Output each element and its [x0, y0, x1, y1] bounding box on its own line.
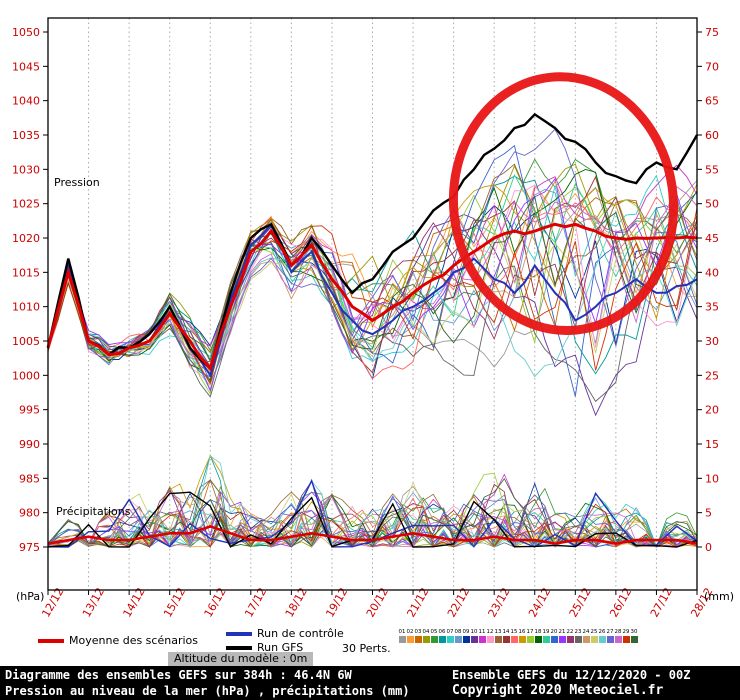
svg-text:20: 20: [705, 404, 719, 417]
svg-text:1030: 1030: [12, 163, 40, 176]
svg-text:980: 980: [19, 507, 40, 520]
pert-swatch: 04: [422, 628, 430, 643]
pert-swatch: 23: [574, 628, 582, 643]
svg-text:1045: 1045: [12, 60, 40, 73]
pert-swatch: 10: [470, 628, 478, 643]
hpa-unit-label: (hPa): [16, 590, 45, 603]
pert-swatch: 03: [414, 628, 422, 643]
footer-subtitle: Pression au niveau de la mer (hPa) , pré…: [5, 684, 410, 698]
svg-text:30: 30: [705, 335, 719, 348]
pert-swatch: 02: [406, 628, 414, 643]
svg-text:65: 65: [705, 95, 719, 108]
svg-text:35: 35: [705, 301, 719, 314]
svg-text:70: 70: [705, 60, 719, 73]
pert-swatch: 21: [558, 628, 566, 643]
gfs-run-line: [46, 112, 699, 371]
pert-swatch: 26: [598, 628, 606, 643]
pert-swatch: 28: [614, 628, 622, 643]
pert-swatch: 07: [446, 628, 454, 643]
svg-text:25: 25: [705, 369, 719, 382]
svg-text:1035: 1035: [12, 129, 40, 142]
svg-text:985: 985: [19, 472, 40, 485]
svg-text:45: 45: [705, 232, 719, 245]
ensemble-chart: 9759809859909951000100510101015102010251…: [12, 17, 719, 620]
legend-control: Run de contrôle: [226, 627, 344, 640]
pert-swatch: 14: [502, 628, 510, 643]
svg-text:1040: 1040: [12, 95, 40, 108]
pert-swatch: 22: [566, 628, 574, 643]
svg-text:0: 0: [705, 541, 712, 554]
pert-swatch: 19: [542, 628, 550, 643]
svg-text:1050: 1050: [12, 26, 40, 39]
plot-frame: [47, 17, 698, 591]
member-pressure-lines: [47, 128, 698, 417]
legend-control-label: Run de contrôle: [257, 627, 344, 640]
pert-swatch: 25: [590, 628, 598, 643]
legend-perts: 30 Perts.: [342, 642, 391, 655]
svg-text:1005: 1005: [12, 335, 40, 348]
footer-bar: Diagramme des ensembles GEFS sur 384h : …: [0, 666, 740, 700]
svg-text:990: 990: [19, 438, 40, 451]
pert-swatch: 24: [582, 628, 590, 643]
pert-swatch: 12: [486, 628, 494, 643]
pert-swatch: 27: [606, 628, 614, 643]
mean-line-swatch: [38, 638, 64, 643]
ensemble-mean-line: [46, 222, 698, 372]
svg-text:10: 10: [705, 472, 719, 485]
footer-run-info: Ensemble GEFS du 12/12/2020 - 00Z: [452, 668, 691, 682]
svg-text:55: 55: [705, 163, 719, 176]
footer-copyright: Copyright 2020 Meteociel.fr: [452, 683, 664, 698]
mean-precip-line: [47, 525, 698, 545]
pert-swatch: 30: [630, 628, 638, 643]
pressure-section-label: Pression: [54, 176, 100, 189]
control-line-swatch: [226, 631, 252, 636]
svg-text:1000: 1000: [12, 369, 40, 382]
svg-text:995: 995: [19, 404, 40, 417]
pert-swatch: 11: [478, 628, 486, 643]
svg-text:1015: 1015: [12, 266, 40, 279]
model-altitude-label: Altitude du modèle : 0m: [168, 652, 314, 666]
pert-swatch: 05: [430, 628, 438, 643]
perturbation-swatches: 01 02 03 04 05 06 07 08 09 10 11 12 13 14 15 16 17 18 19 20…: [398, 628, 638, 643]
pert-swatch: 15: [510, 628, 518, 643]
footer-title: Diagramme des ensembles GEFS sur 384h : …: [5, 668, 352, 682]
legend: Moyenne des scénarios Run de contrôle Ru…: [0, 626, 740, 660]
legend-perts-label: 30 Perts.: [342, 642, 391, 655]
pert-swatch: 20: [550, 628, 558, 643]
legend-mean: Moyenne des scénarios: [38, 634, 198, 647]
pert-swatch: 09: [462, 628, 470, 643]
legend-gfs: Run GFS: [226, 641, 303, 654]
pert-swatch: 18: [534, 628, 542, 643]
precipitation-section-label: Précipitations: [56, 505, 131, 518]
gfs-line-swatch: [226, 645, 252, 650]
svg-text:5: 5: [705, 507, 712, 520]
svg-text:975: 975: [19, 541, 40, 554]
pert-swatch: 01: [398, 628, 406, 643]
svg-text:1010: 1010: [12, 301, 40, 314]
control-precip-line: [47, 478, 698, 548]
svg-text:1020: 1020: [12, 232, 40, 245]
pert-swatch: 06: [438, 628, 446, 643]
highlight-circle-annotation: [448, 72, 679, 336]
mm-unit-label: (mm): [704, 590, 735, 603]
svg-text:15: 15: [705, 438, 719, 451]
pert-swatch: 08: [454, 628, 462, 643]
svg-text:40: 40: [705, 266, 719, 279]
pert-swatch: 13: [494, 628, 502, 643]
pert-swatch: 16: [518, 628, 526, 643]
legend-mean-label: Moyenne des scénarios: [69, 634, 198, 647]
pert-swatch: 29: [622, 628, 630, 643]
legend-gfs-label: Run GFS: [257, 641, 304, 654]
pert-swatch: 17: [526, 628, 534, 643]
svg-text:1025: 1025: [12, 198, 40, 211]
svg-text:75: 75: [705, 26, 719, 39]
svg-text:60: 60: [705, 129, 719, 142]
svg-text:50: 50: [705, 198, 719, 211]
